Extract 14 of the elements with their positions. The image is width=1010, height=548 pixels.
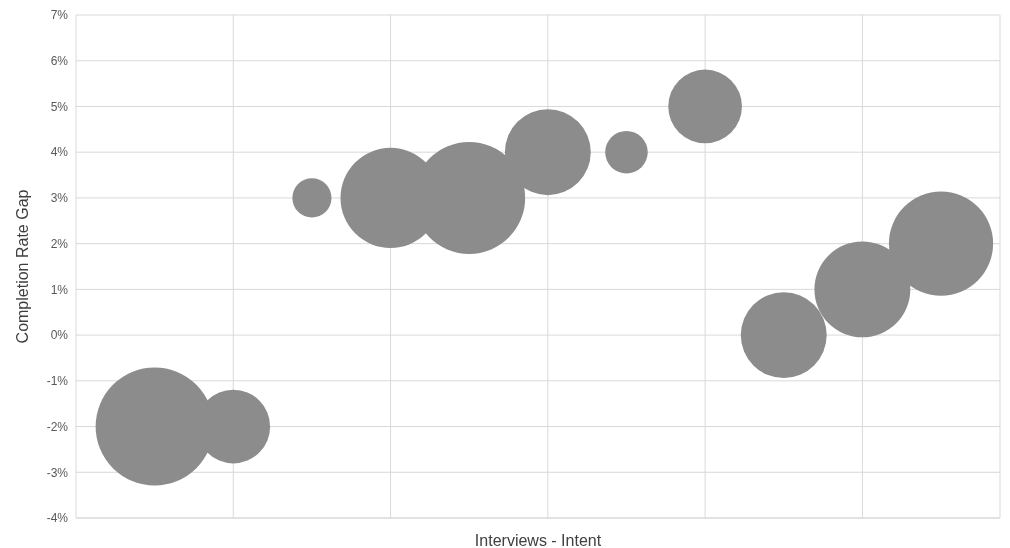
y-tick-label: 3% <box>50 191 69 206</box>
y-tick-label: 6% <box>50 53 69 68</box>
y-tick-label: 1% <box>50 282 69 297</box>
y-axis-title: Completion Rate Gap <box>13 189 31 344</box>
y-tick-label: 2% <box>50 236 69 251</box>
y-tick-label: -1% <box>46 374 69 389</box>
y-tick-label: -3% <box>46 465 69 480</box>
y-tick-label: 0% <box>50 328 69 343</box>
y-tick-label: -2% <box>46 419 69 434</box>
y-tick-label: 5% <box>50 99 69 114</box>
x-axis-title: Interviews - Intent <box>474 532 602 548</box>
y-tick-label: -4% <box>46 511 69 526</box>
y-tick-label: 7% <box>50 8 69 23</box>
y-tick-label: 4% <box>50 145 69 160</box>
